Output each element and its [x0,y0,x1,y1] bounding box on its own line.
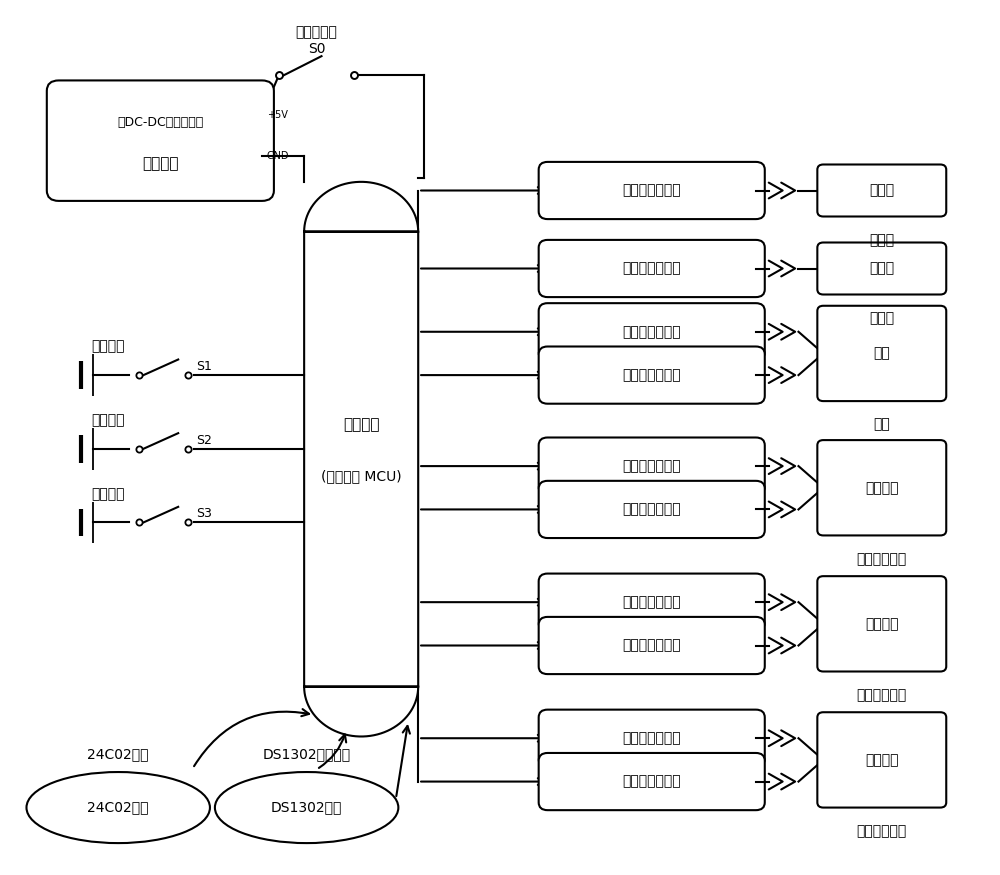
FancyBboxPatch shape [47,80,274,201]
FancyBboxPatch shape [539,753,765,810]
Text: 照明灯: 照明灯 [869,262,894,276]
Text: 电动推杆: 电动推杆 [865,752,899,766]
FancyBboxPatch shape [539,710,765,766]
Text: 电动推杆: 电动推杆 [865,617,899,631]
Text: 继电器控制模块: 继电器控制模块 [622,774,681,788]
FancyBboxPatch shape [817,305,946,401]
Text: 继电器控制模块: 继电器控制模块 [622,732,681,746]
FancyBboxPatch shape [539,438,765,494]
Text: 指示灯: 指示灯 [869,311,894,325]
Text: 继电器控制模块: 继电器控制模块 [622,595,681,609]
Text: 第三电动推杆: 第三电动推杆 [857,824,907,838]
Text: 电热丝: 电热丝 [869,184,894,198]
FancyBboxPatch shape [817,440,946,536]
Ellipse shape [215,772,398,844]
Text: (微控制器 MCU): (微控制器 MCU) [321,470,401,484]
FancyBboxPatch shape [539,240,765,298]
Text: 继电器控制模块: 继电器控制模块 [622,262,681,276]
FancyBboxPatch shape [817,242,946,295]
Text: 继电器控制模块: 继电器控制模块 [622,459,681,473]
FancyBboxPatch shape [817,712,946,808]
Text: S0: S0 [308,42,325,56]
Text: 控制模块: 控制模块 [343,417,379,432]
Text: S3: S3 [196,507,212,521]
Text: 继电器控制模块: 继电器控制模块 [622,639,681,653]
Polygon shape [304,182,418,737]
Text: 第一电动推杆: 第一电动推杆 [857,552,907,566]
Text: S2: S2 [196,434,212,446]
Text: 开关电源: 开关电源 [142,156,179,172]
FancyBboxPatch shape [817,576,946,671]
Text: 第一开关: 第一开关 [91,340,124,354]
Text: 24C02电路: 24C02电路 [87,801,149,815]
Text: 继电器控制模块: 继电器控制模块 [622,502,681,516]
FancyBboxPatch shape [539,303,765,360]
Text: 电源总开关: 电源总开关 [296,24,337,38]
Text: 继电器控制模块: 继电器控制模块 [622,184,681,198]
Text: DS1302时钉电路: DS1302时钉电路 [263,747,351,761]
Text: 电热丝: 电热丝 [869,233,894,247]
FancyBboxPatch shape [539,481,765,538]
Text: GND: GND [267,150,289,161]
FancyBboxPatch shape [539,346,765,403]
FancyBboxPatch shape [539,574,765,631]
Text: 继电器控制模块: 继电器控制模块 [622,368,681,382]
Text: 电机: 电机 [873,417,890,431]
Text: +5V: +5V [267,109,288,120]
Text: 第三开关: 第三开关 [91,487,124,500]
Text: （DC-DC电源模块）: （DC-DC电源模块） [117,116,203,130]
FancyBboxPatch shape [539,617,765,674]
Text: 第二开关: 第二开关 [91,413,124,427]
Text: 第二电动推杆: 第二电动推杆 [857,688,907,702]
Text: 继电器控制模块: 继电器控制模块 [622,325,681,339]
Text: 电机: 电机 [873,346,890,360]
Text: DS1302电路: DS1302电路 [271,801,342,815]
Text: 24C02电路: 24C02电路 [87,747,149,761]
Ellipse shape [26,772,210,844]
FancyBboxPatch shape [539,162,765,219]
Text: S1: S1 [196,360,212,373]
FancyBboxPatch shape [817,164,946,216]
Text: 电动推杆: 电动推杆 [865,480,899,494]
